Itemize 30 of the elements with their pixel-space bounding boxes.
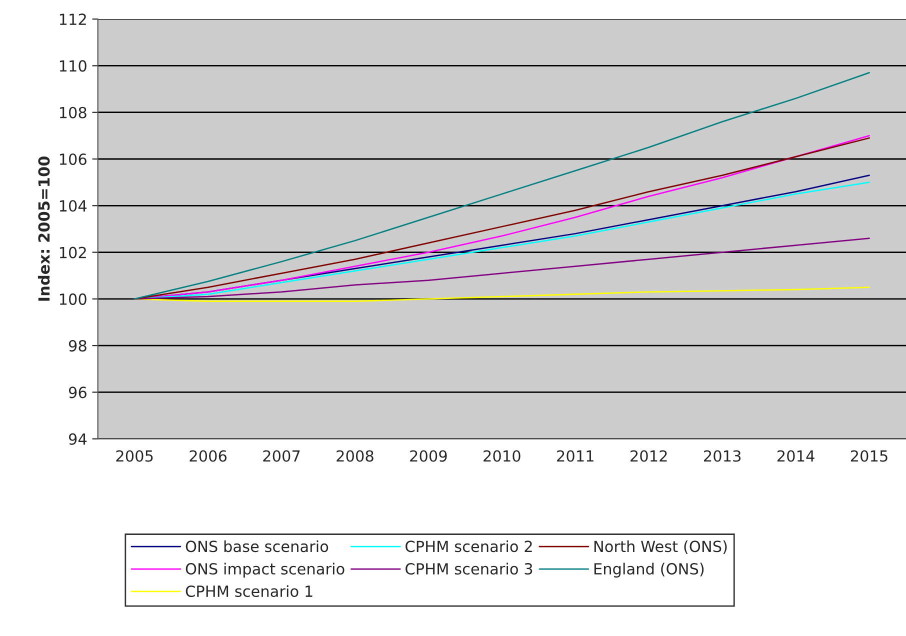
y-tick-label: 96 [68,386,86,398]
legend-label: England (ONS) [594,562,704,578]
x-tick-label: 2010 [484,450,520,462]
y-tick-label: 100 [60,293,86,305]
y-tick-label: 102 [60,246,86,258]
y-axis-title: Index: 2005=100 [38,156,50,301]
legend-label: ONS base scenario [186,540,328,552]
x-tick-label: 2013 [704,450,741,462]
y-tick-label: 110 [60,60,86,72]
legend-label: CPHM scenario 1 [186,585,312,598]
x-tick-label: 2015 [850,450,888,462]
x-tick-label: 2007 [263,450,300,462]
y-tick-label: 108 [60,106,86,118]
y-tick-label: 94 [68,433,87,445]
x-tick-label: 2014 [777,450,814,462]
x-tick-label: 2008 [336,450,374,462]
x-tick-label: 2009 [410,450,447,462]
line-series [134,72,870,300]
legend-label: ONS impact scenario [186,562,344,578]
x-tick-label: 2011 [557,450,594,462]
x-tick-label: 2006 [190,450,227,462]
y-tick-label: 106 [60,153,86,166]
legend-label: CPHM scenario 3 [406,562,532,575]
legend-label: North West (ONS) [594,540,727,554]
y-tick-label: 98 [68,340,86,352]
x-tick-label: 2005 [116,450,153,462]
x-tick-label: 2012 [630,450,667,462]
y-tick-label: 104 [60,200,87,212]
y-tick-label: 112 [60,14,86,25]
legend-label: CPHM scenario 2 [406,540,532,552]
